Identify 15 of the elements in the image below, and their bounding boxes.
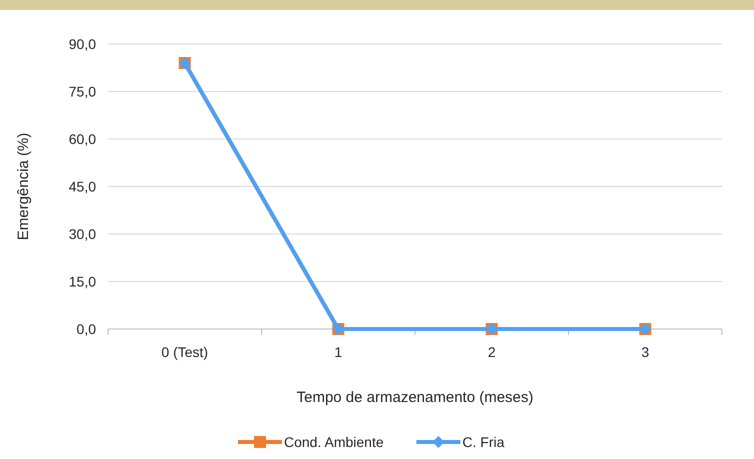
- y-tick-label: 30,0: [68, 226, 96, 242]
- x-tick-label: 1: [334, 344, 342, 360]
- x-tick-label: 3: [641, 344, 650, 360]
- legend-label: Cond. Ambiente: [284, 434, 384, 450]
- x-tick-label: 0 (Test): [161, 344, 208, 360]
- y-tick-label: 0,0: [76, 321, 96, 337]
- y-tick-label: 75,0: [68, 84, 96, 100]
- y-tick-label: 90,0: [68, 36, 96, 52]
- x-tick-label: 2: [488, 344, 496, 360]
- y-tick-label: 45,0: [68, 178, 96, 194]
- legend-label: C. Fria: [462, 434, 505, 450]
- x-axis-title: Tempo de armazenamento (meses): [296, 389, 534, 406]
- y-tick-label: 60,0: [68, 131, 96, 147]
- y-axis-title: Emergência (%): [15, 132, 32, 240]
- y-tick-label: 15,0: [68, 274, 96, 290]
